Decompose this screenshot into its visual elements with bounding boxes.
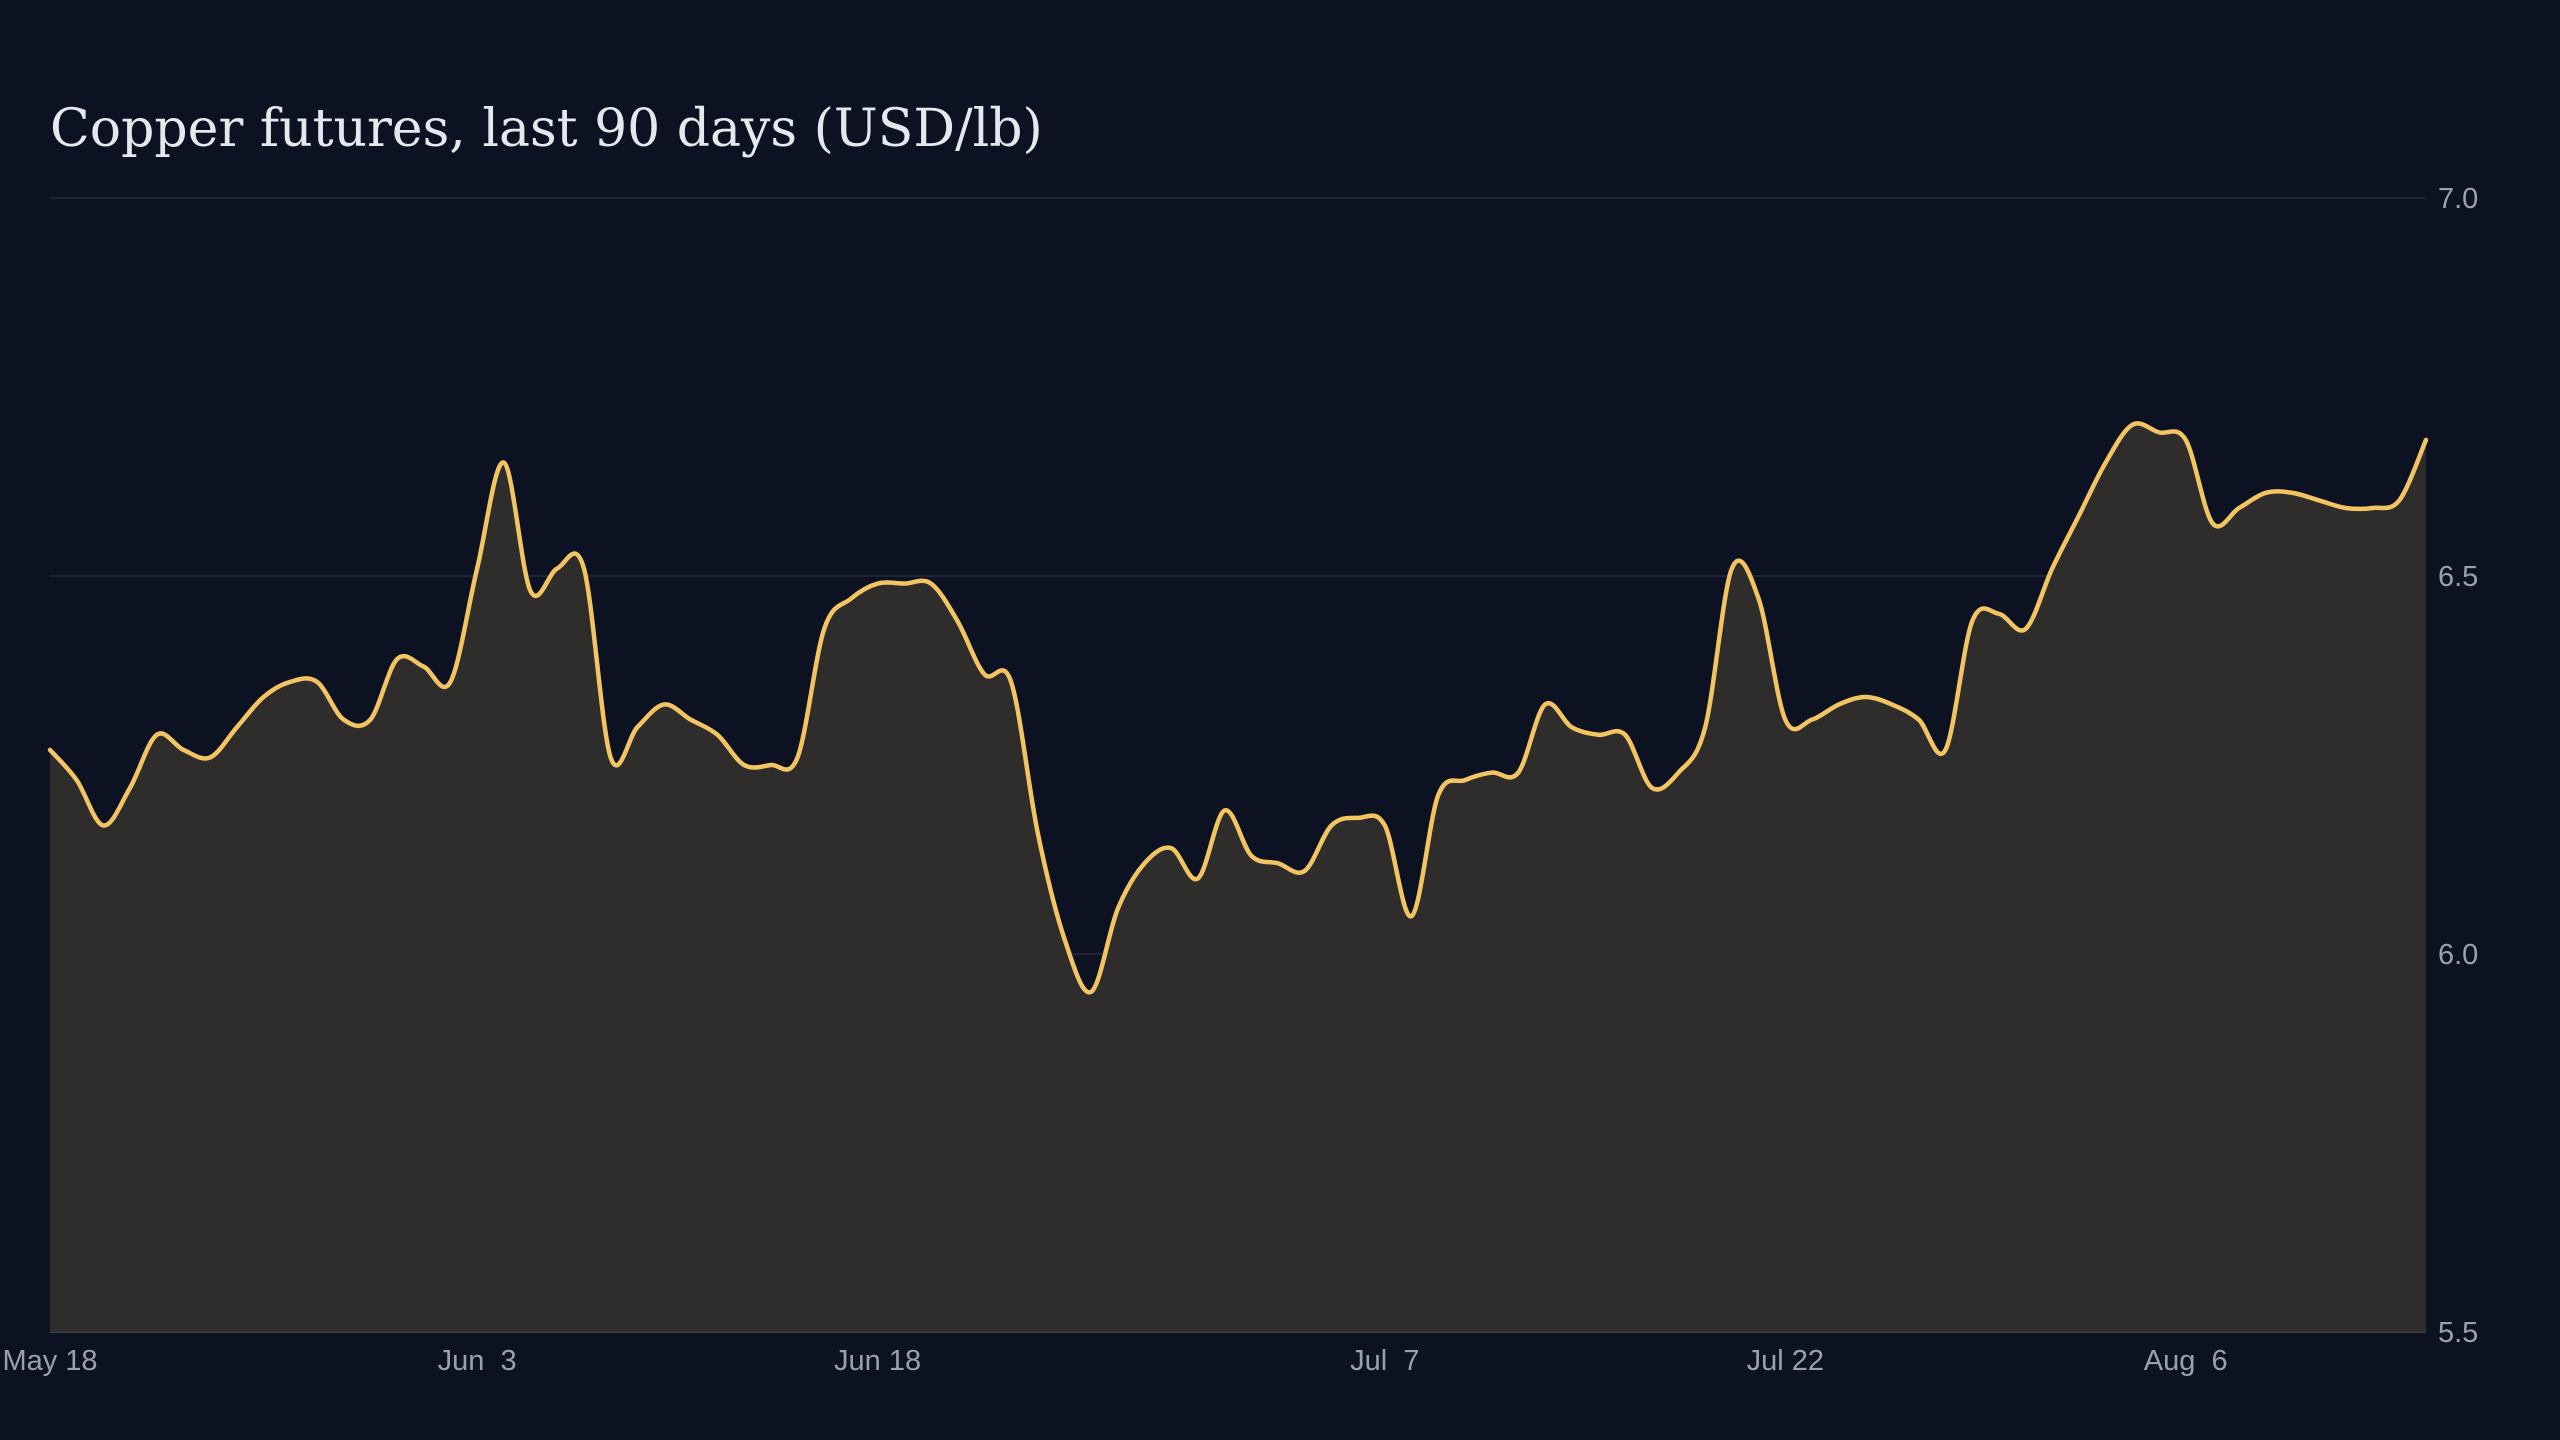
y-tick-label: 5.5	[2438, 1317, 2478, 1349]
y-tick-label: 7.0	[2438, 183, 2478, 215]
y-tick-label: 6.5	[2438, 561, 2478, 593]
chart-title: Copper futures, last 90 days (USD/lb)	[50, 99, 1043, 159]
area-fill	[50, 423, 2426, 1333]
area-fill-group	[50, 423, 2426, 1333]
x-tick-label: Jun 18	[834, 1345, 921, 1377]
x-tick-label: Jul 7	[1350, 1345, 1419, 1377]
x-tick-label: Jun 3	[438, 1345, 517, 1377]
y-tick-label: 6.0	[2438, 939, 2478, 971]
x-axis-ticks: May 18 Jun 3 Jun 18 Jul 7 Jul 22 Aug 6	[2, 1345, 2227, 1377]
price-line-group	[47, 421, 2429, 995]
x-tick-label: Aug 6	[2144, 1345, 2228, 1377]
x-tick-label: Jul 22	[1747, 1345, 1824, 1377]
y-axis-ticks: 7.0 6.5 6.0 5.5	[2438, 183, 2478, 1349]
x-tick-label: May 18	[2, 1345, 97, 1377]
price-line	[47, 421, 2429, 995]
